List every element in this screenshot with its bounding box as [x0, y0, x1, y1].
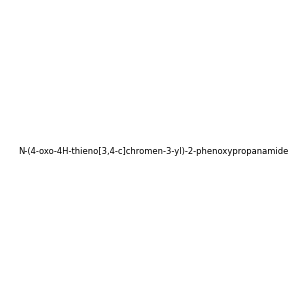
Text: N-(4-oxo-4H-thieno[3,4-c]chromen-3-yl)-2-phenoxypropanamide: N-(4-oxo-4H-thieno[3,4-c]chromen-3-yl)-2…: [19, 147, 289, 156]
